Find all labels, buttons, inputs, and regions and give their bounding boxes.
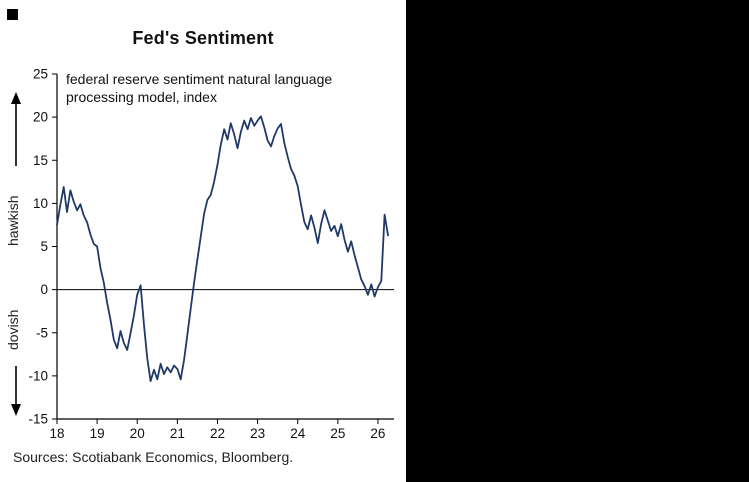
y-tick-label: 10 — [33, 196, 48, 211]
x-tick-label: 24 — [290, 426, 306, 441]
y-tick-label: -10 — [28, 368, 48, 383]
chart-title: Fed's Sentiment — [132, 28, 274, 48]
y-tick-label: 15 — [33, 153, 48, 168]
chart-panel: Fed's Sentiment 25 20 15 10 5 0 -5 -10 -15 18 19 20… — [5, 9, 394, 465]
x-tick-label: 18 — [49, 426, 64, 441]
x-tick-label: 22 — [210, 426, 225, 441]
y-tick-label: 5 — [40, 239, 48, 254]
x-tick-label: 25 — [330, 426, 345, 441]
sentiment-line — [56, 115, 389, 382]
y-tick-label: -15 — [28, 412, 48, 427]
x-tick-label: 20 — [130, 426, 145, 441]
y-tick-label: 20 — [33, 110, 48, 125]
y-tick-label: -5 — [36, 325, 48, 340]
dovish-label: dovish — [5, 309, 21, 351]
x-tick-label: 23 — [250, 426, 265, 441]
y-tick-label: 25 — [33, 67, 48, 82]
y-axis: 25 20 15 10 5 0 -5 -10 -15 — [28, 67, 58, 427]
hawkish-label: hawkish — [5, 195, 21, 247]
x-axis: 18 19 20 21 22 23 24 25 26 — [49, 418, 394, 441]
right-black-panel — [406, 0, 749, 482]
dovish-down-arrow-icon — [7, 364, 25, 416]
x-tick-label: 26 — [370, 426, 385, 441]
source-note: Sources: Scotiabank Economics, Bloomberg… — [13, 449, 294, 465]
hawkish-up-arrow-icon — [7, 92, 25, 168]
corner-square-decoration — [7, 9, 18, 20]
y-tick-label: 0 — [40, 282, 48, 297]
x-tick-label: 19 — [90, 426, 105, 441]
chart-subtitle: federal reserve sentiment natural langua… — [66, 71, 333, 106]
x-tick-label: 21 — [170, 426, 185, 441]
